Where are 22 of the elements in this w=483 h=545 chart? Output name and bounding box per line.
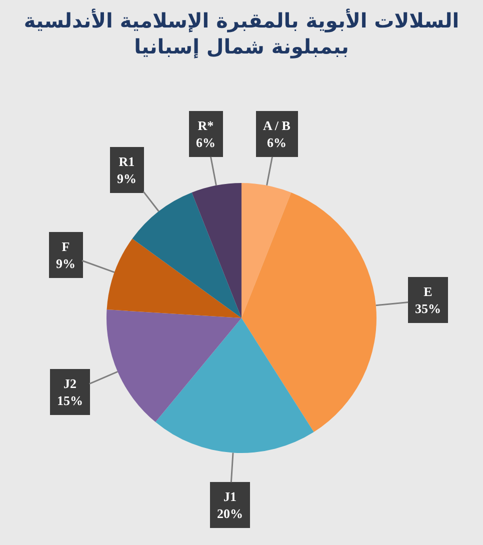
- slice-label: A / B: [263, 118, 291, 133]
- data-label: 6%: [266, 134, 286, 150]
- slice-label: J2: [64, 376, 76, 391]
- chart-title: السلالات الأبوية بالمقبرة الإسلامية الأندلسية ببمبلونة شمال إسبانيا: [24, 8, 460, 58]
- pie-slice: [106, 238, 242, 318]
- slice-label: F: [62, 239, 70, 254]
- pie-slice: [106, 310, 242, 422]
- slice-label: J1: [224, 489, 236, 504]
- data-label: 35%: [415, 300, 441, 316]
- slice-label: R1: [118, 154, 135, 169]
- slice-label: R*: [198, 118, 214, 133]
- slice-label: E: [424, 284, 432, 299]
- pie-slice: [132, 192, 242, 318]
- data-label: 6%: [196, 134, 216, 150]
- pie-slice: [242, 183, 292, 318]
- pie-slice: [192, 183, 242, 318]
- pie-slice: [155, 318, 314, 453]
- data-label: 9%: [117, 170, 136, 186]
- pie-slice: [242, 192, 376, 432]
- data-label: 9%: [56, 256, 76, 271]
- data-label: 15%: [57, 392, 83, 408]
- data-label: 20%: [217, 506, 243, 521]
